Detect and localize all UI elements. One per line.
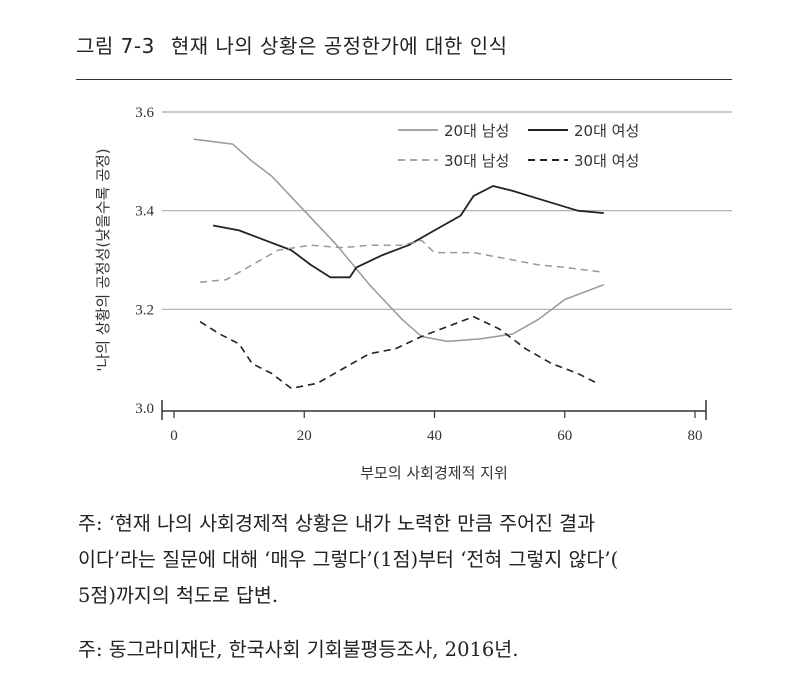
note-line: 5점)까지의 척도로 답변. [78, 584, 279, 607]
y-tick-label: 3.2 [135, 302, 154, 318]
x-tick-label: 60 [557, 428, 572, 444]
series-line-1 [193, 138, 605, 343]
line-chart: 3.0 3.2 3.4 3.6 0 20 40 60 80 20대 남성 20대 여성 30대 남성… [94, 105, 732, 482]
note-line: 주: ‘현재 나의 사회경제적 상황은 내가 노력한 만큼 주어진 결과 [78, 512, 596, 535]
y-axis-label: '나의 상황의 공정성(낮을수록 공정) [94, 148, 112, 371]
legend-label: 30대 남성 [444, 152, 509, 170]
x-tick-label: 0 [170, 428, 178, 444]
y-tick-label: 3.6 [135, 105, 154, 121]
series-line-2 [212, 185, 604, 279]
x-tick-label: 20 [297, 428, 312, 444]
figure-number: 그림 7-3 [76, 34, 155, 58]
legend-label: 30대 여성 [574, 152, 639, 170]
series-line-3 [200, 239, 604, 283]
x-tick-label: 40 [427, 428, 442, 444]
x-axis-label: 부모의 사회경제적 지위 [360, 464, 508, 482]
x-tick-label: 80 [688, 428, 703, 444]
footnote-source: 주: 동그라미재단, 한국사회 기회불평등조사, 2016년. [78, 638, 519, 661]
y-tick-label: 3.4 [135, 204, 154, 220]
legend-label: 20대 여성 [574, 122, 639, 140]
legend-label: 20대 남성 [444, 122, 509, 140]
series-line-4 [199, 315, 598, 390]
footnote-1: 주: ‘현재 나의 사회경제적 상황은 내가 노력한 만큼 주어진 결과 이다’… [78, 506, 618, 614]
figure-title-text: 현재 나의 상황은 공정한가에 대한 인식 [170, 34, 508, 58]
title-divider [76, 79, 732, 80]
note-line: 이다’라는 질문에 대해 ‘매우 그렇다’(1점)부터 ‘전혀 그렇지 않다’( [78, 548, 619, 571]
y-tick-label: 3.0 [135, 401, 154, 417]
figure-title: 그림 7-3 현재 나의 상황은 공정한가에 대한 인식 [76, 30, 508, 59]
